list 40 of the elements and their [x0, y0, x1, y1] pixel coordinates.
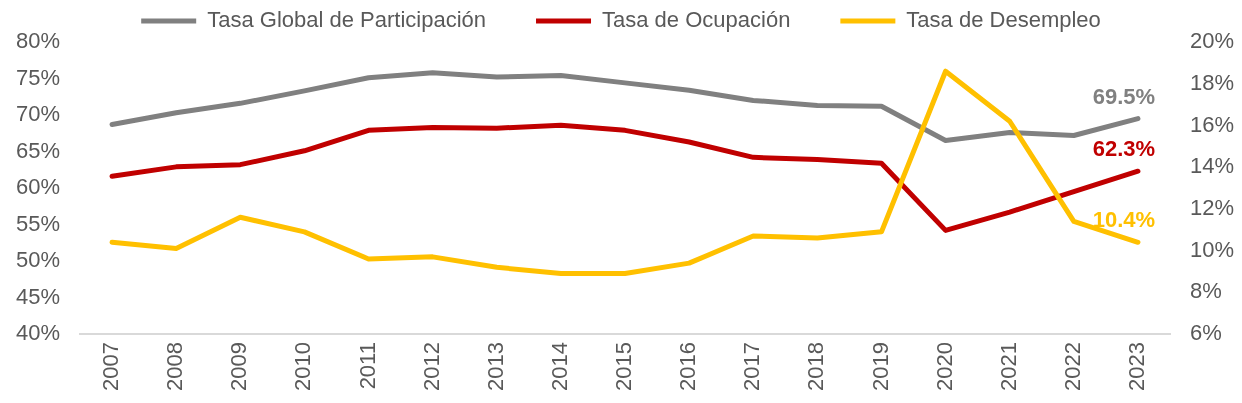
- y2-tick-label: 16%: [1190, 111, 1235, 137]
- data-label: 62.3%: [1092, 136, 1156, 162]
- x-tick-label: 2018: [803, 342, 829, 392]
- y-tick-label: 40%: [15, 320, 60, 346]
- x-tick-label: 2010: [290, 342, 316, 392]
- x-tick-label: 2020: [931, 342, 957, 392]
- x-tick-label: 2017: [739, 342, 765, 392]
- legend-label: Tasa Global de Participación: [207, 7, 487, 33]
- y-tick-label: 60%: [15, 174, 60, 200]
- y2-tick-label: 6%: [1190, 320, 1222, 346]
- x-tick-label: 2023: [1124, 342, 1149, 392]
- y-tick-label: 70%: [15, 101, 60, 127]
- legend-label: Tasa de Ocupación: [602, 7, 791, 33]
- y2-tick-label: 8%: [1190, 278, 1222, 304]
- y-tick-label: 45%: [15, 283, 60, 309]
- x-tick-label: 2009: [226, 342, 252, 392]
- x-tick-label: 2016: [675, 342, 701, 392]
- y2-tick-label: 20%: [1190, 28, 1235, 54]
- data-label: 69.5%: [1092, 83, 1156, 109]
- x-tick-label: 2022: [1059, 342, 1085, 392]
- y-tick-label: 50%: [15, 247, 60, 273]
- x-tick-label: 2019: [867, 342, 893, 392]
- x-tick-label: 2012: [418, 342, 444, 392]
- y2-tick-label: 18%: [1190, 69, 1235, 95]
- y-tick-label: 75%: [15, 64, 60, 90]
- x-tick-label: 2013: [482, 342, 508, 392]
- y-tick-label: 55%: [15, 210, 60, 236]
- x-tick-label: 2014: [546, 342, 572, 392]
- data-label: 10.4%: [1092, 207, 1156, 233]
- y2-tick-label: 14%: [1190, 153, 1235, 179]
- y2-tick-label: 12%: [1190, 194, 1235, 220]
- y-tick-label: 65%: [15, 137, 60, 163]
- y2-tick-label: 10%: [1190, 236, 1235, 262]
- y-tick-label: 80%: [15, 28, 60, 54]
- x-tick-label: 2007: [98, 342, 124, 392]
- x-tick-label: 2011: [354, 342, 380, 390]
- x-tick-label: 2021: [995, 342, 1021, 392]
- legend-label: Tasa de Desempleo: [906, 7, 1101, 33]
- x-tick-label: 2008: [162, 342, 188, 392]
- x-tick-label: 2015: [611, 342, 637, 392]
